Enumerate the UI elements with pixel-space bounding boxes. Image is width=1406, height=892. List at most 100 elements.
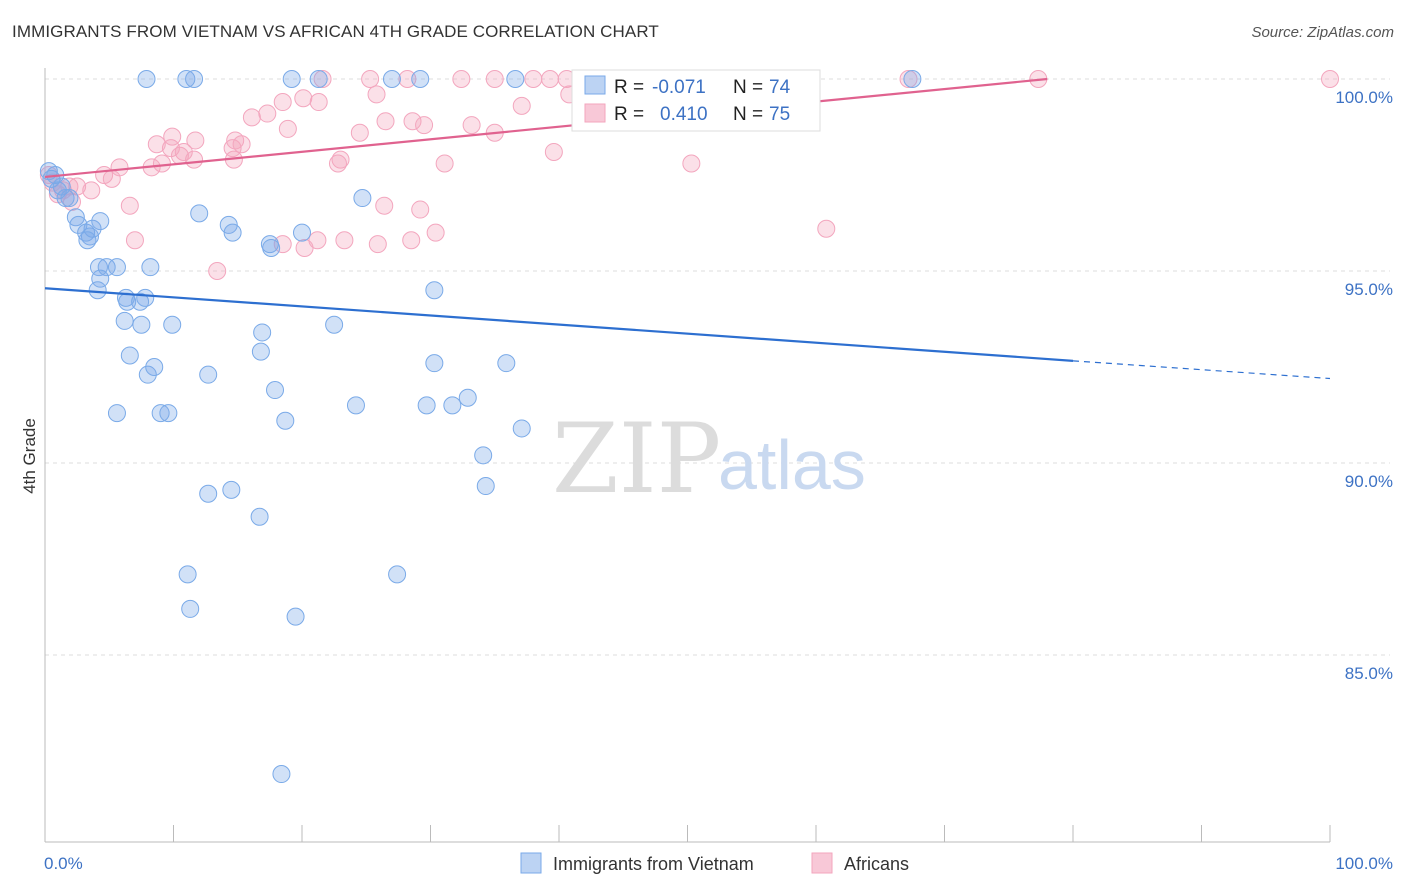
africans-point-71 [682,154,701,173]
africans-point-63 [1321,70,1339,88]
axes [44,68,1331,843]
vietnam-point-43 [497,354,516,373]
africans-point-33 [350,123,369,142]
africans-point-73 [817,219,836,238]
africans-point-28 [278,119,297,138]
africans-point-46 [402,231,421,250]
vietnam-point-8 [69,215,88,234]
vietnam-point-52 [458,388,477,407]
vietnam-point-24 [115,311,134,330]
x-tick-label-0: 0.0% [44,854,83,873]
vietnam-point-14 [89,258,108,277]
vietnam-point-50 [417,396,436,415]
vietnam-point-25 [132,315,151,334]
africans-point-42 [308,231,327,250]
africans-trend-line [44,77,1048,179]
legend-r-label-2: R = [614,104,644,125]
africans-point-56 [541,70,560,88]
source-credit: Source: ZipAtlas.com [1251,24,1394,41]
africans-point-19 [186,131,205,150]
vietnam-point-12 [91,212,110,231]
africans-point-10 [110,158,129,177]
vietnam-point-38 [199,365,218,384]
watermark-atlas: atlas [718,426,866,504]
africans-point-48 [426,223,445,242]
vietnam-point-59 [178,565,197,584]
africans-point-52 [398,70,417,88]
vietnam-point-36 [138,365,157,384]
africans-point-37 [415,116,434,135]
africans-point-29 [294,89,313,108]
legend-n-value-1: 74 [769,77,791,98]
vietnam-point-71 [506,70,525,88]
africans-point-18 [174,142,193,161]
vietnam-point-65 [177,70,196,88]
vietnam-trend-line [44,287,1074,362]
africans-point-36 [403,112,422,131]
africans-point-27 [273,93,292,112]
vietnam-point-40 [251,342,270,361]
vietnam-point-29 [223,223,242,242]
africans-point-47 [411,200,430,219]
africans-point-7 [82,181,101,200]
africans-point-35 [376,112,395,131]
vietnam-point-64 [137,70,156,88]
vietnam-point-46 [159,404,178,423]
africans-point-32 [328,154,347,173]
africans-point-24 [232,135,251,154]
africans-point-64 [462,116,481,135]
watermark-zip: ZIP [552,403,721,515]
y-axis-title: 4th Grade [20,418,39,494]
vietnam-point-15 [97,258,116,277]
vietnam-point-17 [141,258,160,277]
africans-point-26 [258,104,277,123]
legend-n-label-2: N = [733,104,763,125]
vietnam-point-13 [78,231,97,250]
africans-point-11 [120,196,139,215]
vietnam-point-45 [151,404,170,423]
series-legend: Immigrants from Vietnam Africans [520,852,909,874]
africans-point-20 [185,150,204,169]
legend-n-label-1: N = [733,77,763,98]
vietnam-point-41 [325,315,344,334]
vietnam-point-49 [346,396,365,415]
africans-point-40 [273,235,292,254]
africans-point-44 [368,235,387,254]
vietnam-point-18 [91,269,110,288]
vietnam-point-39 [253,323,272,342]
vietnam-point-61 [286,607,305,626]
africans-point-13 [152,154,171,173]
vietnam-point-48 [276,411,295,430]
africans-point-53 [452,70,471,88]
africans-point-15 [147,135,166,154]
legend-africans-swatch [811,852,833,874]
vietnam-point-32 [293,223,311,242]
vietnam-point-37 [145,358,164,376]
vietnam-point-42 [425,354,444,373]
africans-point-51 [361,70,380,88]
vietnam-point-44 [107,404,126,423]
legend-blue-swatch [584,75,606,95]
vietnam-point-26 [163,315,182,334]
vietnam-point-19 [88,281,107,300]
vietnam-point-55 [512,419,531,438]
africans-point-16 [163,127,182,146]
vietnam-point-62 [388,565,407,584]
y-tick-label-2: 90.0% [1345,472,1393,491]
vietnam-point-34 [425,281,444,300]
vietnam-point-58 [250,507,269,526]
africans-point-43 [335,231,354,250]
y-tick-labels: 100.0% 95.0% 90.0% 85.0% [1335,88,1393,683]
africans-point-45 [375,196,394,215]
africans-point-61 [899,70,918,88]
africans-point-66 [512,96,531,115]
africans-point-30 [309,93,328,112]
gridlines [45,78,1390,656]
vietnam-point-60 [181,599,200,618]
africans-point-38 [125,231,144,250]
series-vietnam-points [39,70,922,784]
legend-vietnam-label: Immigrants from Vietnam [553,854,754,874]
vietnam-trend-extension [1072,360,1331,380]
vietnam-point-11 [83,219,102,238]
legend-africans-label: Africans [844,854,909,874]
